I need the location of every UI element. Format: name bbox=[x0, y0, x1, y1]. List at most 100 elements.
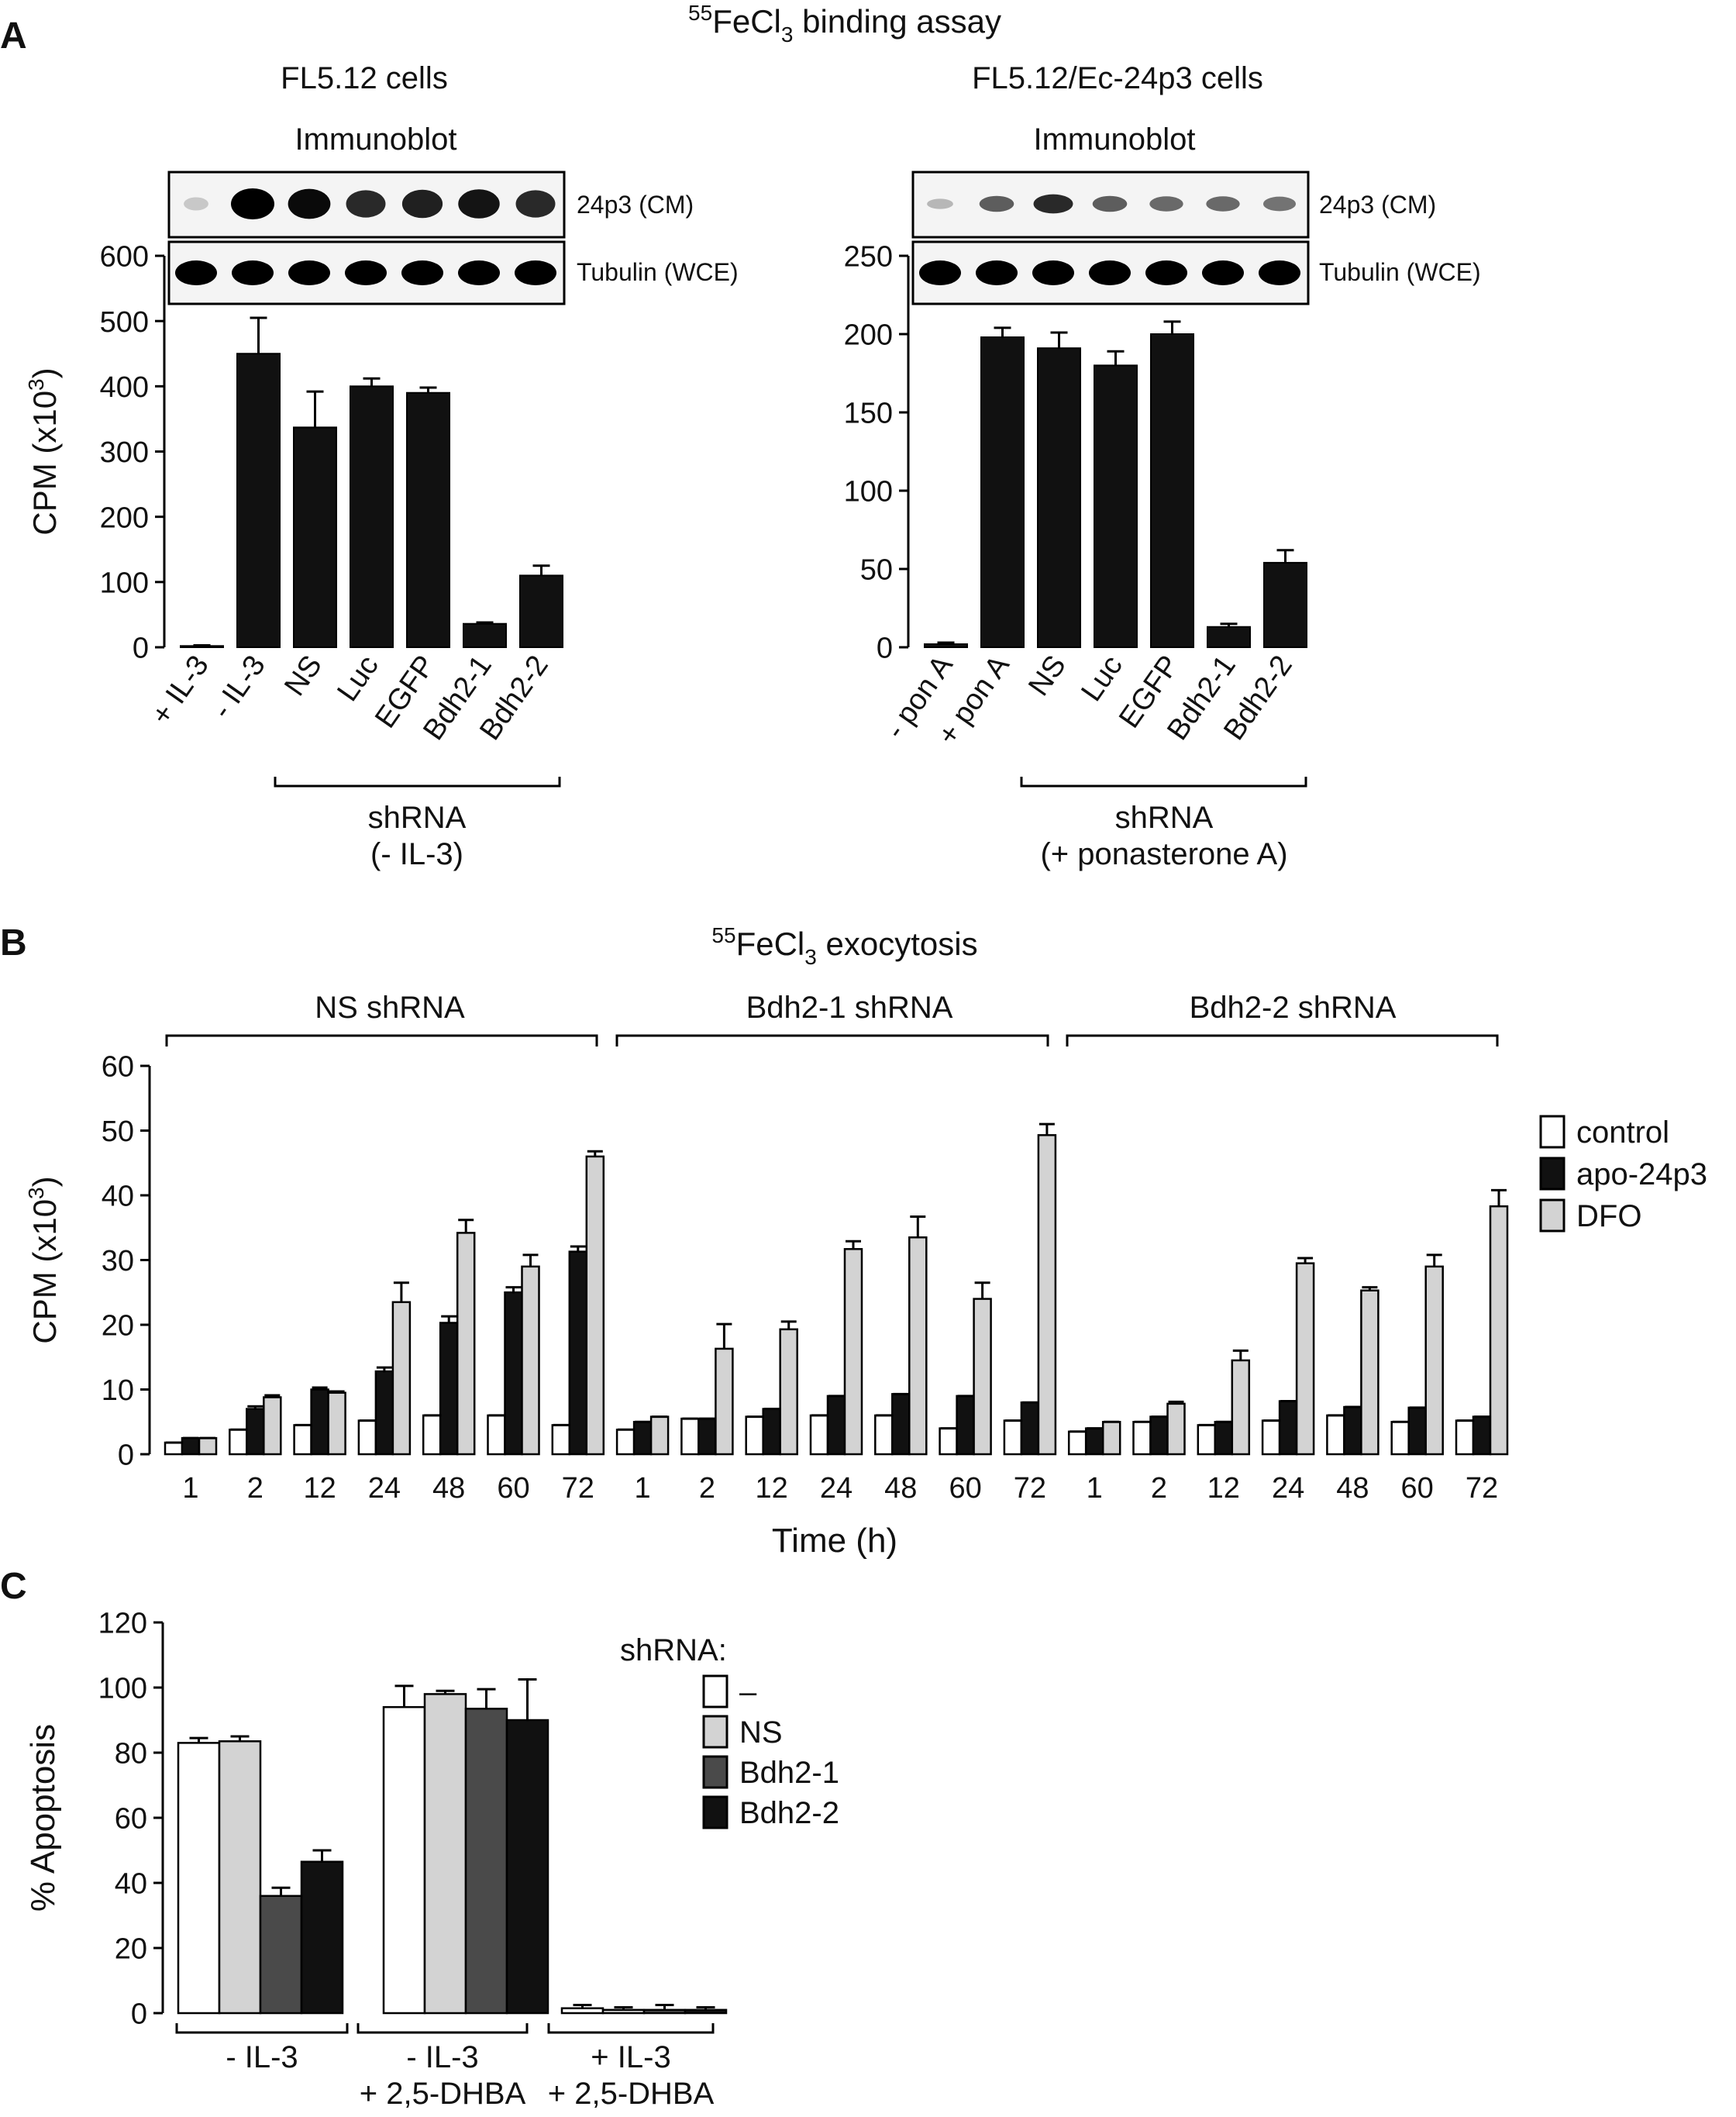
c-y-axis-label: % Apoptosis bbox=[24, 1724, 62, 1912]
a-left-y-axis-label-sup: 3 bbox=[24, 378, 48, 391]
c-legend-swatch-bdh2-1 bbox=[702, 1755, 728, 1789]
panel-a-title-sub: 3 bbox=[781, 22, 794, 47]
b-y-tick-label: 20 bbox=[102, 1310, 134, 1343]
a-right-bar bbox=[1037, 347, 1081, 648]
a-right-band1-label: 24p3 (CM) bbox=[1319, 191, 1436, 219]
b-bar-control bbox=[1132, 1421, 1152, 1456]
b-bar-DFO bbox=[1295, 1262, 1315, 1456]
b-bar-apo-24p3 bbox=[698, 1417, 717, 1456]
b-legend-swatch-dfo bbox=[1539, 1198, 1566, 1233]
b-x-tick-label: 2 bbox=[247, 1472, 264, 1505]
b-x-tick-label: 12 bbox=[1207, 1472, 1240, 1505]
b-bar-DFO bbox=[1489, 1205, 1509, 1456]
b-bar-apo-24p3 bbox=[891, 1393, 911, 1456]
b-bar-DFO bbox=[1166, 1402, 1186, 1456]
b-bar-control bbox=[809, 1414, 829, 1456]
a-left-tubulin-band-2 bbox=[232, 260, 274, 285]
panel-b-letter: B bbox=[0, 922, 27, 964]
b-bar-apo-24p3 bbox=[762, 1408, 781, 1456]
c-bar-– bbox=[382, 1705, 426, 2015]
a-right-tubulin-band-6 bbox=[1202, 260, 1244, 285]
panel-c-letter: C bbox=[0, 1566, 27, 1607]
panel-b-title: 55FeCl3 exocytosis bbox=[711, 923, 977, 969]
b-bar-apo-24p3 bbox=[568, 1250, 588, 1456]
b-x-tick-label: 24 bbox=[1272, 1472, 1304, 1505]
b-x-tick-label: 12 bbox=[303, 1472, 336, 1505]
c-group-bracket bbox=[547, 2023, 715, 2034]
b-group-label-bdh2-1: Bdh2-1 shRNA bbox=[746, 991, 953, 1025]
panel-a-title-sup: 55 bbox=[688, 1, 712, 25]
c-legend-swatch-ns bbox=[702, 1715, 728, 1749]
c-group-label-line2: + 2,5-DHBA bbox=[548, 2077, 715, 2111]
a-right-x-tick-label: NS bbox=[1022, 650, 1073, 702]
a-left-y-axis-label-end: ) bbox=[26, 367, 63, 378]
b-bar-DFO bbox=[1424, 1265, 1444, 1456]
b-bar-apo-24p3 bbox=[1343, 1405, 1362, 1456]
b-bar-DFO bbox=[973, 1298, 992, 1456]
a-left-cells-title: FL5.12 cells bbox=[281, 61, 448, 95]
panel-b-title-base: FeCl bbox=[736, 926, 805, 962]
a-right-x-tick-label: Luc bbox=[1075, 650, 1129, 707]
c-legend-title: shRNA: bbox=[620, 1633, 727, 1667]
b-bar-control bbox=[487, 1414, 506, 1456]
b-bar-control bbox=[357, 1419, 377, 1456]
a-left-bar bbox=[463, 622, 507, 649]
b-bar-apo-24p3 bbox=[1020, 1401, 1040, 1456]
b-legend: control apo-24p3 DFO bbox=[1539, 1115, 1707, 1233]
a-right-bar bbox=[1263, 561, 1307, 648]
a-left-24p3-band-2 bbox=[231, 188, 274, 219]
a-right-24p3-band-4 bbox=[1092, 195, 1128, 212]
b-bar-DFO bbox=[1037, 1134, 1057, 1456]
c-y-tick-label: 120 bbox=[98, 1608, 147, 1640]
b-y-axis-label-end: ) bbox=[26, 1176, 63, 1187]
b-x-tick-label: 24 bbox=[820, 1472, 852, 1505]
b-bar-control bbox=[1390, 1421, 1410, 1456]
b-bar-apo-24p3 bbox=[956, 1395, 975, 1456]
a-left-x-tick-label: - IL-3 bbox=[206, 650, 272, 725]
c-legend-swatch-none bbox=[702, 1674, 728, 1708]
a-left-bar bbox=[519, 574, 563, 649]
a-left-x-tick-label: Luc bbox=[331, 650, 385, 707]
a-left-24p3-band-1 bbox=[184, 197, 208, 211]
a-left-x-tick-label: + IL-3 bbox=[145, 650, 215, 731]
a-right-bar bbox=[1094, 364, 1138, 648]
a-right-band2-label: Tubulin (WCE) bbox=[1319, 258, 1481, 286]
b-bar-DFO bbox=[1101, 1421, 1121, 1456]
b-x-tick-label: 48 bbox=[432, 1472, 465, 1505]
c-legend-label-none: – bbox=[739, 1675, 757, 1709]
a-left-tubulin-band-3 bbox=[288, 260, 330, 285]
b-bar-apo-24p3 bbox=[1278, 1400, 1298, 1456]
b-bar-apo-24p3 bbox=[181, 1436, 201, 1456]
b-bar-control bbox=[1326, 1414, 1345, 1456]
b-y-tick-label: 30 bbox=[102, 1245, 134, 1277]
c-legend: shRNA: – NS Bdh2-1 Bdh2-2 bbox=[620, 1633, 839, 1830]
b-bracket-bdh2-2 bbox=[1066, 1034, 1499, 1046]
a-right-tubulin-band-2 bbox=[976, 260, 1018, 285]
a-right-bar bbox=[924, 643, 968, 649]
c-bar-NS bbox=[423, 1693, 467, 2015]
b-bar-control bbox=[1261, 1419, 1281, 1456]
b-x-tick-label: 2 bbox=[1151, 1472, 1167, 1505]
a-left-24p3-band-7 bbox=[515, 190, 556, 218]
c-bar-Bdh2-1 bbox=[642, 2008, 687, 2015]
b-legend-label-control: control bbox=[1576, 1115, 1669, 1150]
a-left-tubulin-band-6 bbox=[458, 260, 500, 285]
a-right-y-tick-label: 50 bbox=[860, 554, 893, 587]
a-right-bracket-label-1: shRNA bbox=[1115, 801, 1214, 835]
b-bar-apo-24p3 bbox=[1472, 1415, 1492, 1456]
a-left-24p3-band-6 bbox=[458, 189, 500, 219]
b-y-axis-label: CPM (x103) bbox=[24, 1176, 63, 1343]
panel-a-title: 55FeCl3 binding assay bbox=[688, 1, 1001, 47]
b-legend-label-apo-24p3: apo-24p3 bbox=[1576, 1157, 1707, 1191]
b-bar-DFO bbox=[779, 1328, 798, 1456]
b-bar-DFO bbox=[908, 1236, 928, 1456]
a-right-y-tick-label: 200 bbox=[844, 319, 893, 352]
b-bar-control bbox=[422, 1414, 442, 1456]
b-y-tick-label: 10 bbox=[102, 1374, 134, 1407]
b-x-axis-label: Time (h) bbox=[772, 1522, 897, 1560]
panel-a-letter: A bbox=[0, 16, 27, 57]
c-y-tick-label: 100 bbox=[98, 1673, 147, 1705]
b-bar-control bbox=[1197, 1424, 1217, 1456]
